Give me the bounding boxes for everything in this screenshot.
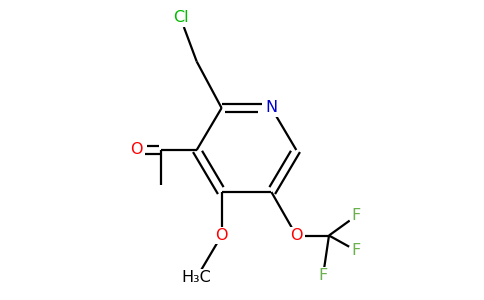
Text: O: O	[215, 228, 228, 243]
Text: F: F	[351, 208, 361, 224]
Text: N: N	[265, 100, 277, 116]
Text: H₃C: H₃C	[182, 270, 212, 285]
Text: F: F	[351, 243, 361, 258]
Text: O: O	[290, 228, 302, 243]
Text: F: F	[318, 268, 328, 284]
Text: O: O	[130, 142, 143, 158]
Text: Cl: Cl	[173, 11, 188, 26]
